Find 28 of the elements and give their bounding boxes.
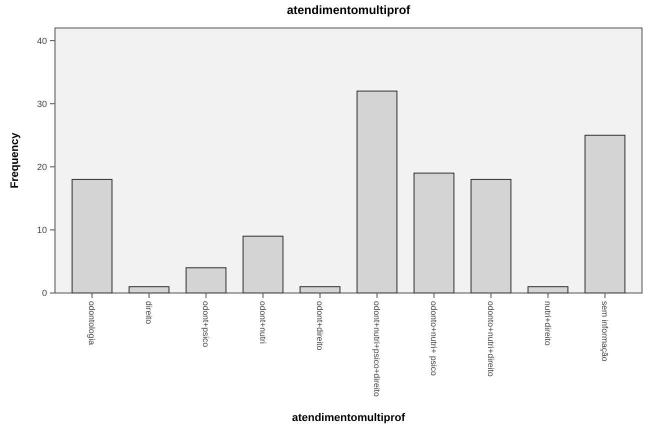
bar [356, 90, 398, 294]
x-tick-label: odont+nutri+psico+direito [372, 301, 382, 397]
x-tick-label: odont+nutri [258, 301, 268, 344]
y-tick-label: 30 [36, 98, 47, 109]
bar [128, 286, 170, 294]
x-axis-title: atendimentomultiprof [292, 412, 406, 424]
bar [470, 178, 512, 294]
x-tick-label: odont+psico [201, 301, 212, 348]
x-tick-label: odonto+nutri+ psico [428, 301, 439, 376]
bar [584, 134, 626, 294]
y-tick-label: 40 [36, 36, 47, 46]
x-tick-label: direito [144, 301, 154, 324]
bar [528, 286, 568, 294]
bar [186, 267, 226, 294]
chart-title: atendimentomultiprof [286, 3, 412, 17]
y-axis-title: Frequency [9, 132, 21, 188]
y-tick-label: 0 [42, 288, 47, 298]
x-tick-label: odonto+nutri+direito [486, 301, 496, 377]
bar [242, 236, 284, 294]
x-tick-label: nutri+direito [542, 301, 553, 346]
y-tick-label: 20 [36, 162, 47, 172]
bar [300, 286, 340, 294]
x-tick-label: sem informação [600, 301, 610, 362]
x-tick-label: odont+direito [315, 301, 326, 351]
y-tick-label: 10 [36, 225, 47, 236]
bar [414, 172, 454, 294]
x-tick-label: odontologia [87, 301, 98, 346]
bar [72, 178, 112, 294]
